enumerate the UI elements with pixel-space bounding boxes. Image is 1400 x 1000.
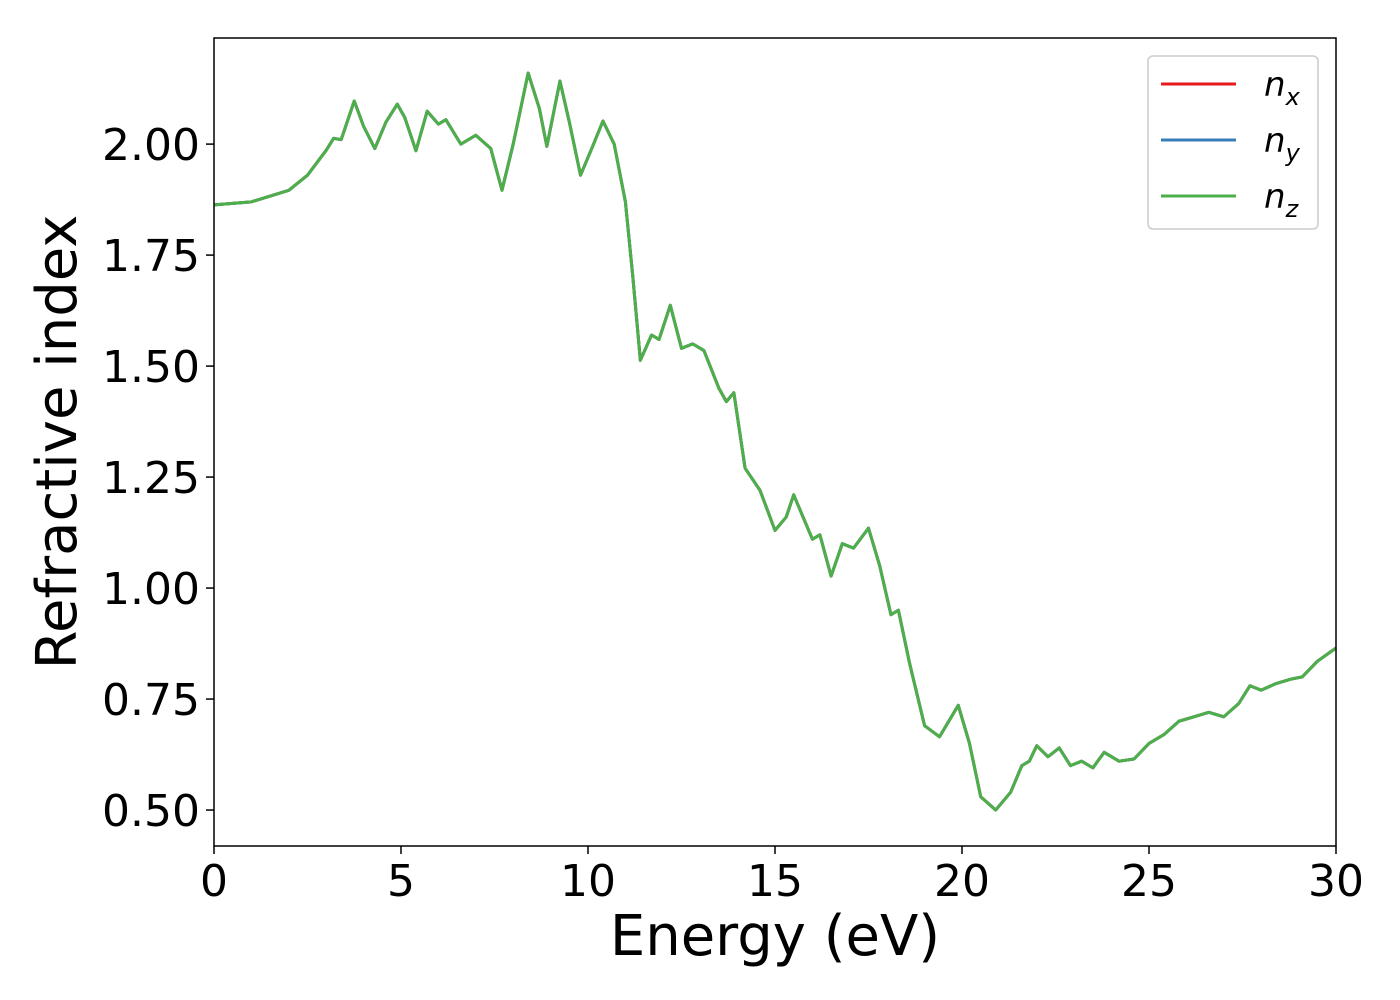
legend-label: ny <box>1264 121 1301 167</box>
y-tick-label: 2.00 <box>102 120 200 171</box>
y-tick-label: 0.50 <box>102 786 200 837</box>
legend-label: nx <box>1264 65 1301 111</box>
y-tick-label: 0.75 <box>102 675 200 726</box>
legend-box <box>1147 55 1319 230</box>
plot-frame <box>213 37 1337 847</box>
x-tick-label: 5 <box>387 856 415 907</box>
x-tick-label: 15 <box>747 856 803 907</box>
x-tick-label: 20 <box>934 856 990 907</box>
y-tick-label: 1.25 <box>102 453 200 504</box>
y-tick-label: 1.75 <box>102 231 200 282</box>
x-axis-label: Energy (eV) <box>610 904 940 969</box>
x-tick-label: 10 <box>560 856 616 907</box>
y-tick-label: 1.00 <box>102 564 200 615</box>
x-tick-label: 30 <box>1308 856 1364 907</box>
y-axis-label: Refractive index <box>25 215 90 670</box>
series-line <box>213 71 1337 812</box>
y-tick-label: 1.50 <box>102 342 200 393</box>
x-tick-label: 25 <box>1121 856 1177 907</box>
legend-label: nz <box>1264 177 1300 223</box>
x-tick-label: 0 <box>200 856 228 907</box>
